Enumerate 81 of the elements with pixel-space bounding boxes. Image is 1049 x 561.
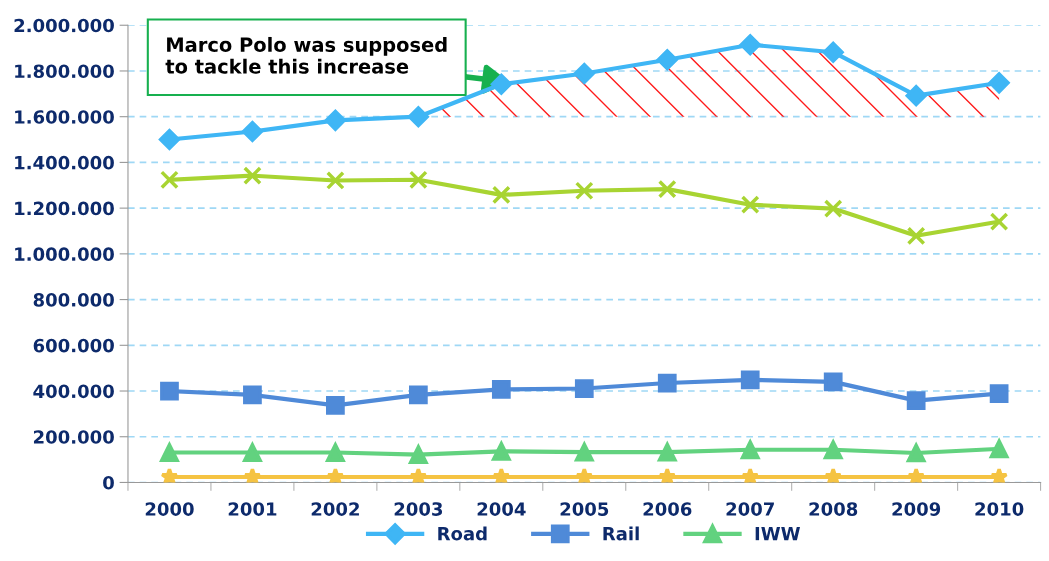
point	[574, 379, 594, 398]
point	[409, 467, 428, 483]
x-tick-label: 2000	[145, 502, 194, 516]
legend-label: Rail	[603, 526, 639, 541]
point	[326, 467, 345, 483]
point	[988, 72, 1010, 94]
point	[906, 226, 926, 246]
point	[657, 440, 678, 462]
y-tick-label: 1.800.000	[15, 64, 114, 79]
x-tick-label: 2003	[394, 502, 443, 516]
point	[906, 391, 926, 410]
point	[243, 385, 262, 405]
point	[243, 443, 262, 462]
point	[326, 443, 345, 462]
x-tick-label: 2004	[477, 502, 526, 516]
x-tick-label: 2008	[809, 502, 858, 516]
point	[989, 384, 1009, 403]
point	[158, 128, 181, 151]
x-tick-label: 2010	[975, 502, 1024, 516]
y-tick-label: 2.000.000	[14, 18, 114, 33]
point	[326, 396, 345, 415]
point	[823, 199, 843, 218]
point	[575, 467, 594, 483]
x-tick-label: 2007	[726, 502, 774, 516]
point	[657, 373, 677, 393]
point	[822, 41, 844, 63]
point	[740, 440, 760, 460]
point	[657, 179, 677, 199]
x-tick-label: 2006	[643, 502, 692, 516]
point	[905, 441, 927, 463]
point	[823, 372, 843, 392]
point	[160, 381, 179, 401]
point	[408, 385, 428, 405]
point	[574, 440, 595, 462]
point	[656, 49, 678, 71]
annotation: Marco Polo was supposed to tackle this increase	[165, 36, 447, 74]
point	[990, 467, 1009, 483]
y-tick-label: 1.400.000	[15, 155, 114, 170]
point	[823, 440, 843, 460]
x-tick-label: 2005	[560, 502, 609, 516]
point	[408, 170, 428, 190]
legend-label: Road	[438, 526, 487, 541]
point	[740, 370, 760, 390]
point	[905, 85, 927, 107]
point	[989, 212, 1009, 231]
y-tick-label: 600.000	[33, 338, 114, 353]
point	[407, 106, 429, 128]
point	[491, 441, 511, 461]
point	[907, 467, 926, 483]
point	[243, 166, 262, 186]
point	[658, 467, 677, 483]
point	[160, 467, 179, 483]
point	[741, 467, 760, 483]
y-tick-label: 0	[103, 475, 114, 490]
point	[490, 73, 512, 95]
y-tick-label: 800.000	[33, 293, 114, 307]
point	[408, 445, 428, 464]
point	[739, 34, 761, 56]
y-tick-label: 1.000.000	[15, 247, 114, 261]
y-tick-label: 400.000	[33, 384, 114, 399]
legend-label: IWW	[755, 527, 800, 541]
y-tick-label: 1.200.000	[15, 201, 114, 216]
point	[491, 185, 511, 205]
x-tick-label: 2002	[311, 502, 359, 516]
point	[574, 181, 594, 201]
point	[160, 443, 179, 462]
point	[243, 467, 262, 483]
point	[492, 467, 511, 483]
point	[160, 170, 179, 190]
point	[573, 62, 595, 85]
point	[491, 380, 511, 399]
point	[241, 120, 264, 143]
point	[740, 195, 760, 215]
point	[824, 467, 843, 483]
point	[324, 109, 346, 131]
x-tick-label: 2001	[228, 502, 277, 516]
y-tick-label: 200.000	[33, 430, 114, 444]
point	[989, 439, 1009, 459]
y-tick-label: 1.600.000	[15, 110, 114, 124]
point	[326, 171, 345, 190]
x-tick-label: 2009	[892, 502, 941, 516]
